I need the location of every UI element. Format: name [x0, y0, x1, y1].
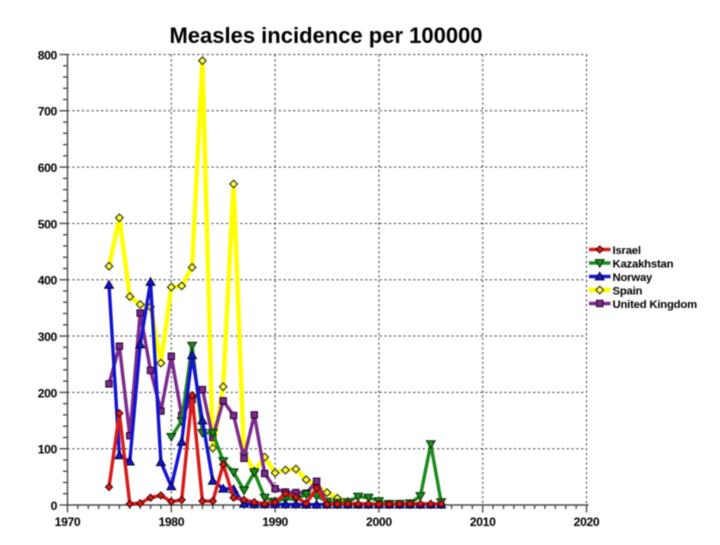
- svg-text:0: 0: [51, 499, 58, 513]
- svg-text:800: 800: [38, 48, 58, 62]
- svg-text:500: 500: [38, 217, 58, 231]
- svg-text:600: 600: [38, 161, 58, 175]
- svg-text:1970: 1970: [55, 515, 81, 529]
- svg-text:Israel: Israel: [613, 245, 641, 257]
- svg-text:300: 300: [38, 330, 58, 344]
- svg-text:700: 700: [38, 105, 58, 119]
- svg-text:Kazakhstan: Kazakhstan: [613, 259, 674, 271]
- svg-text:1990: 1990: [262, 515, 288, 529]
- svg-text:Spain: Spain: [613, 286, 643, 298]
- svg-text:200: 200: [38, 386, 58, 400]
- svg-text:2010: 2010: [470, 515, 496, 529]
- svg-text:1980: 1980: [158, 515, 184, 529]
- svg-text:100: 100: [38, 443, 58, 457]
- svg-text:2000: 2000: [366, 515, 392, 529]
- svg-text:Norway: Norway: [613, 272, 654, 284]
- svg-text:2020: 2020: [574, 515, 600, 529]
- svg-text:United Kingdom: United Kingdom: [613, 299, 698, 311]
- svg-text:Measles incidence per 100000: Measles incidence per 100000: [169, 23, 482, 48]
- svg-text:400: 400: [38, 274, 58, 288]
